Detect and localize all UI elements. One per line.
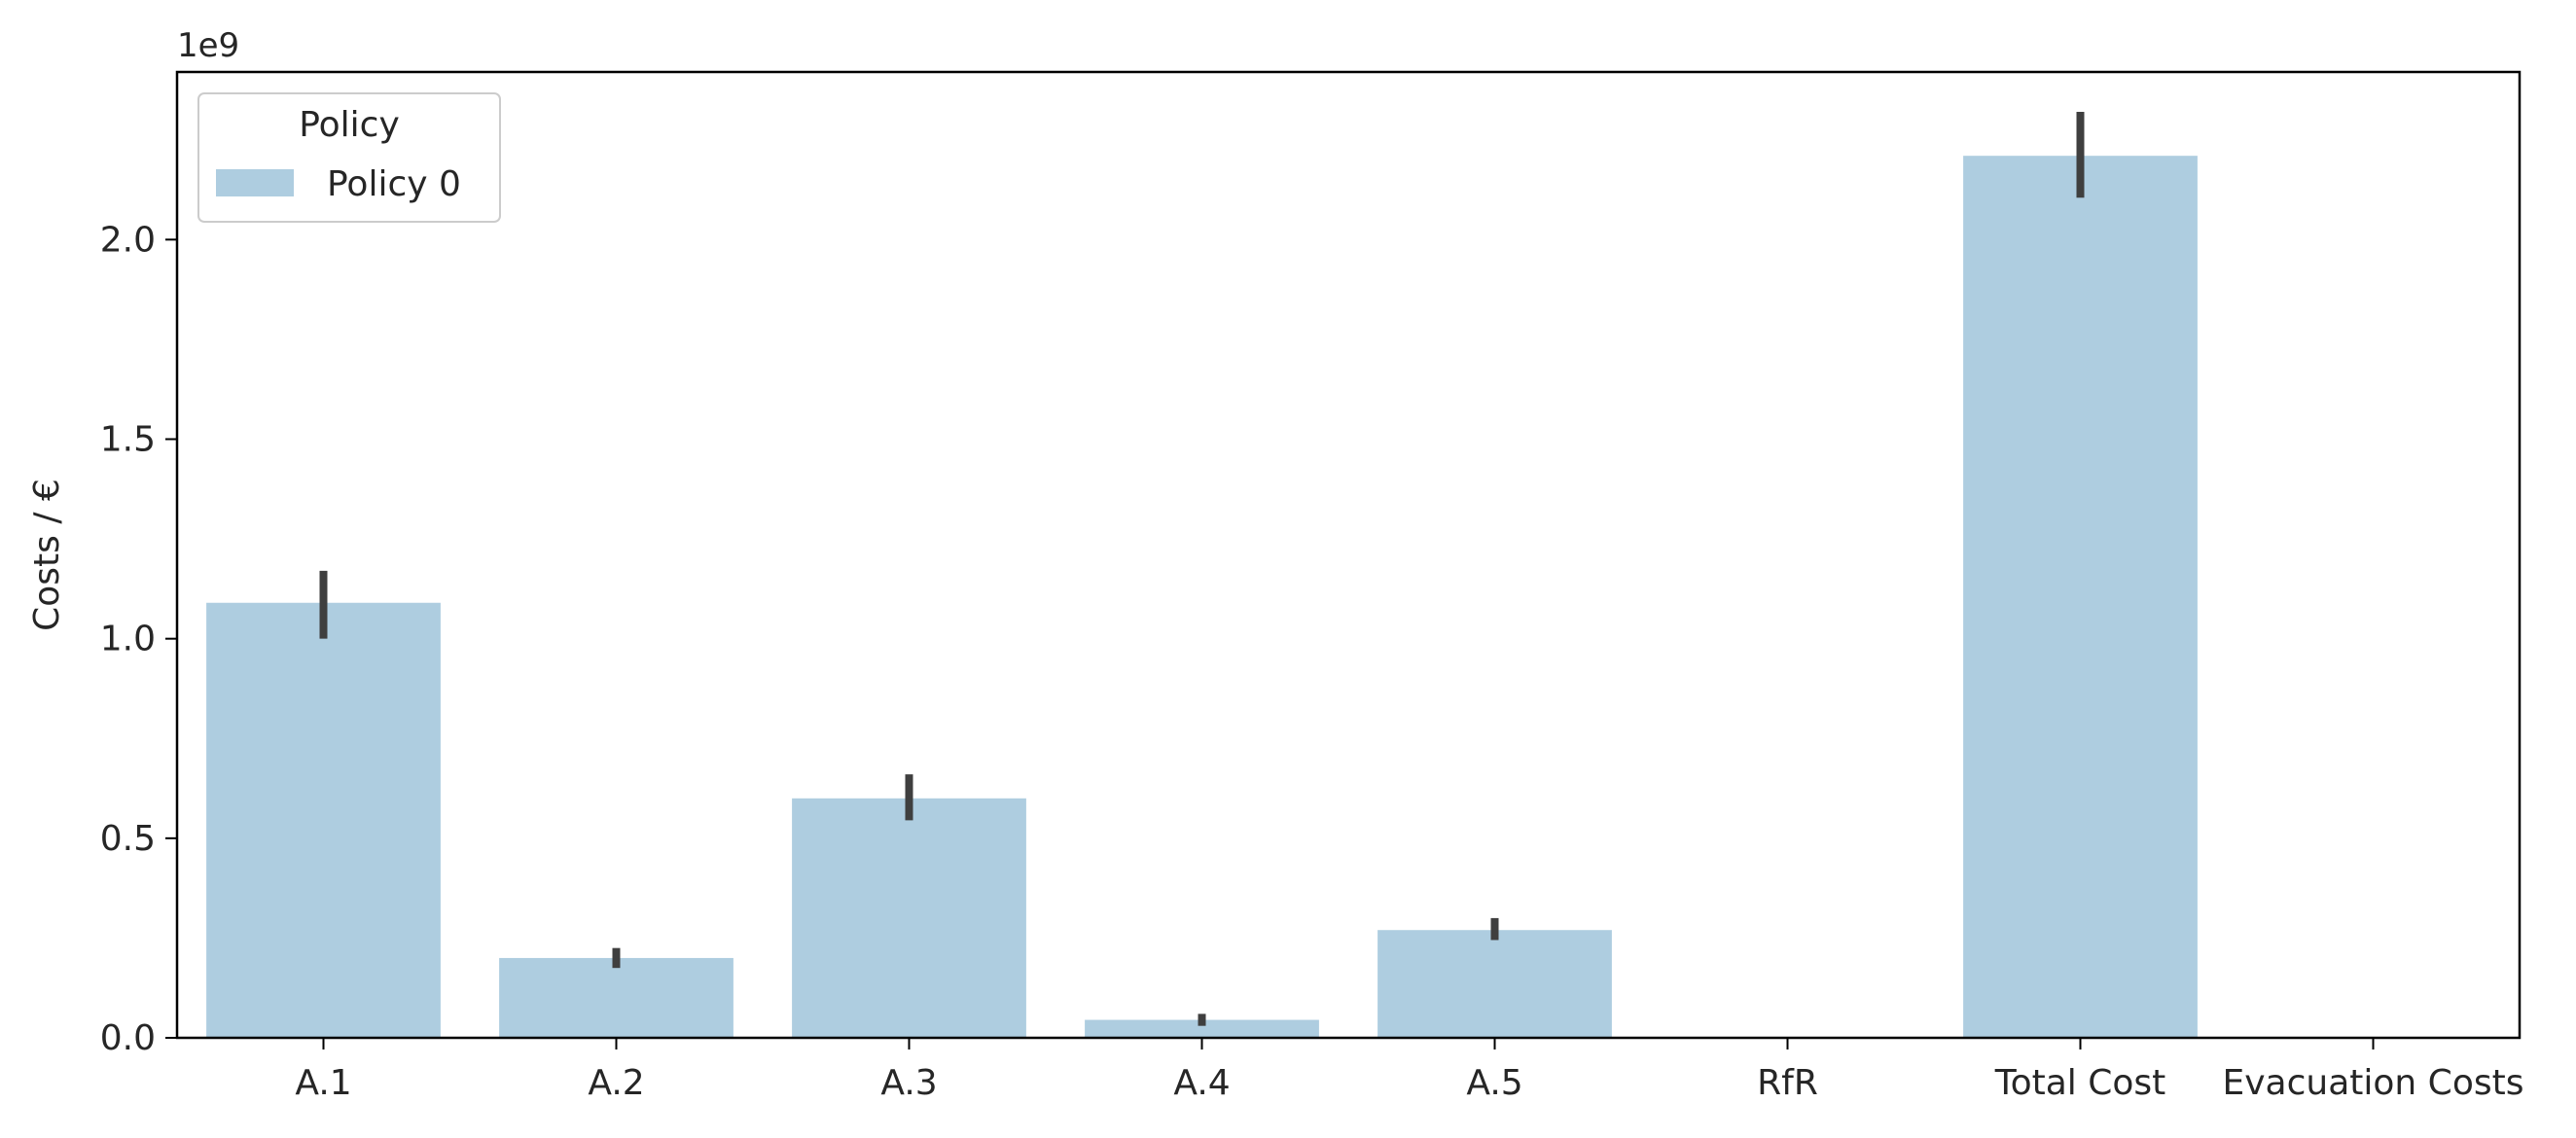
y-tick-label: 0.5 — [100, 819, 156, 859]
bar-total-cost — [1963, 156, 2198, 1038]
legend-swatch — [216, 169, 294, 196]
bar-a-5 — [1377, 930, 1612, 1038]
bar-a-3 — [792, 798, 1026, 1038]
x-tick-label: A.2 — [588, 1063, 644, 1103]
x-tick-label: A.3 — [880, 1063, 937, 1103]
x-axis: A.1 A.2 A.3 A.4 A.5 RfR Total Cost Evacuation C… — [295, 1038, 2523, 1103]
x-tick-label: Evacuation Costs — [2223, 1063, 2524, 1103]
y-tick-label: 1.5 — [100, 420, 156, 460]
y-tick-label: 2.0 — [100, 220, 156, 260]
bar-a-1 — [206, 602, 441, 1038]
y-axis-label: Costs / € — [27, 479, 67, 631]
legend-title: Policy — [299, 105, 400, 145]
plot-frame — [175, 70, 2522, 1040]
y-tick-label: 0.0 — [100, 1018, 156, 1058]
bar-a-4 — [1085, 1019, 1319, 1038]
bars-layer — [206, 156, 2198, 1038]
y-axis: 0.0 0.5 1.0 1.5 2.0 — [100, 220, 177, 1058]
x-tick-label: Total Cost — [1994, 1063, 2166, 1103]
y-axis-offset-label: 1e9 — [177, 26, 239, 65]
y-tick-label: 1.0 — [100, 620, 156, 659]
x-tick-label: A.5 — [1466, 1063, 1522, 1103]
x-tick-label: A.1 — [295, 1063, 351, 1103]
bar-a-2 — [499, 957, 733, 1038]
legend: Policy Policy 0 — [197, 92, 501, 223]
errorbars-layer — [319, 112, 2085, 1026]
x-tick-label: RfR — [1757, 1063, 1818, 1103]
x-tick-label: A.4 — [1173, 1063, 1230, 1103]
legend-label: Policy 0 — [327, 164, 461, 204]
